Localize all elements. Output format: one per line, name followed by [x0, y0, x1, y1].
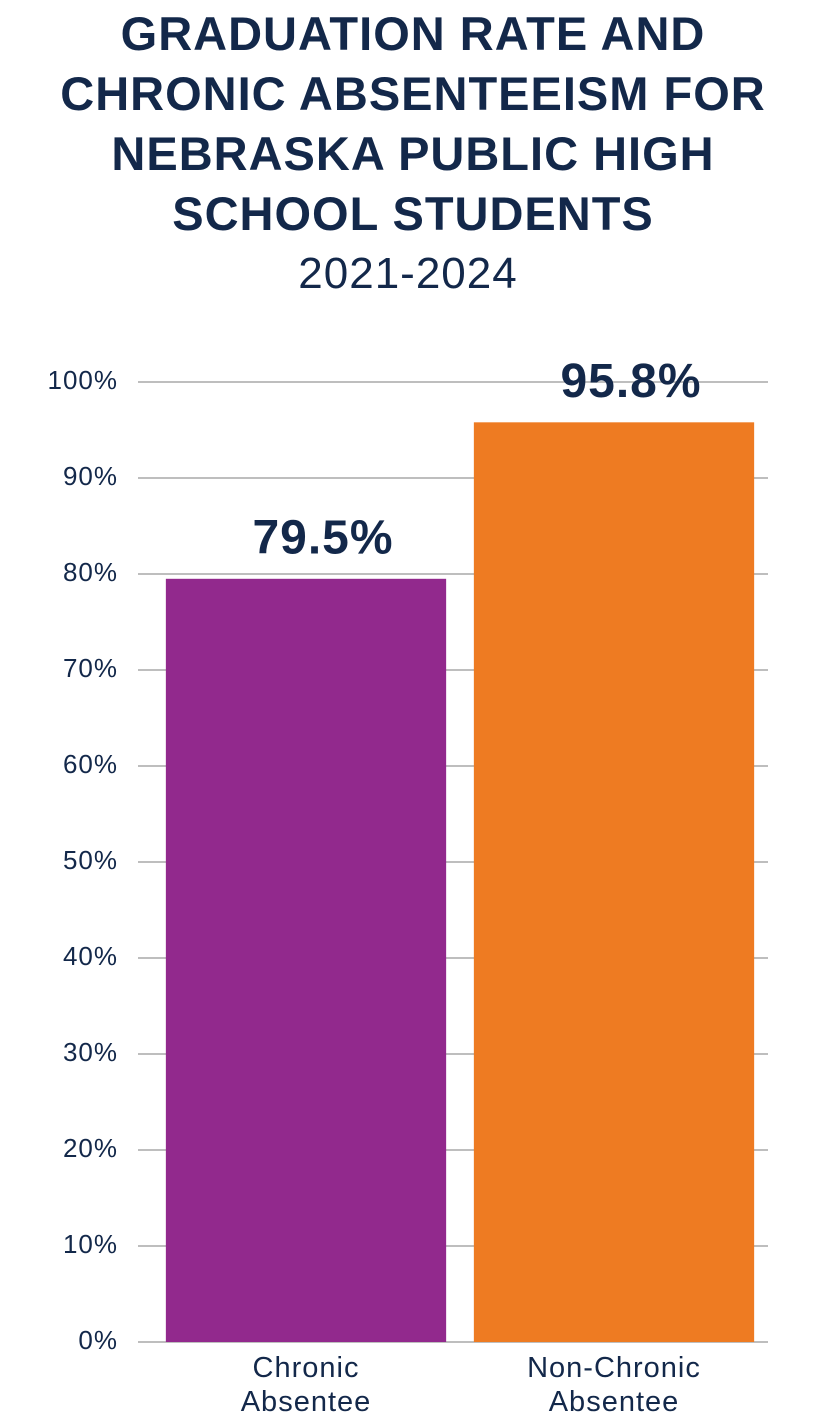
y-tick-label: 40% [63, 941, 118, 971]
y-tick-label: 20% [63, 1133, 118, 1163]
value-label: 95.8% [560, 355, 701, 408]
y-tick-label: 10% [63, 1229, 118, 1259]
value-label: 79.5% [252, 511, 393, 564]
chart-title: GRADUATION RATE AND CHRONIC ABSENTEEISM … [60, 7, 766, 240]
y-tick-label: 100% [48, 365, 119, 395]
bar [473, 422, 755, 1342]
x-tick-label: Chronic Absentee [240, 1352, 372, 1418]
y-tick-label: 60% [63, 749, 118, 779]
y-tick-label: 0% [78, 1325, 118, 1355]
y-tick-label: 80% [63, 557, 118, 587]
chart-subtitle: 2021-2024 [298, 249, 518, 298]
y-tick-label: 50% [63, 845, 118, 875]
y-tick-label: 70% [63, 653, 118, 683]
y-tick-label: 30% [63, 1037, 118, 1067]
x-tick-label: Non-Chronic Absentee [527, 1352, 701, 1418]
y-tick-label: 90% [63, 461, 118, 491]
bar [165, 578, 447, 1342]
